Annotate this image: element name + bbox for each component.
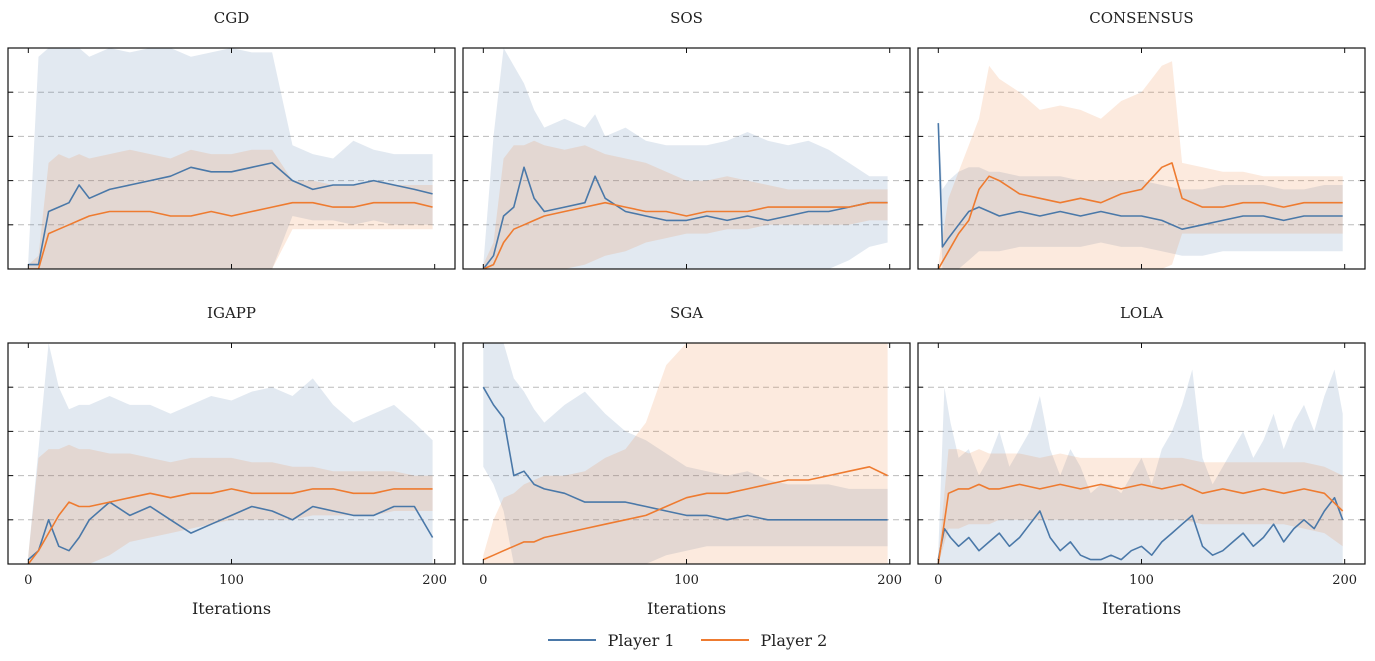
panel-lola: LOLA 0 100 200 Iterations — [917, 304, 1366, 618]
panel-title: CONSENSUS — [1089, 9, 1193, 27]
plot-area — [482, 48, 888, 269]
panel-consensus: CONSENSUS — [917, 9, 1366, 270]
x-tick-label: 200 — [422, 573, 447, 588]
series-line-player-2 — [28, 201, 433, 269]
panel-cgd: CGD — [7, 9, 456, 270]
legend-swatch-player-2 — [700, 639, 749, 641]
panel-title: LOLA — [1120, 304, 1163, 322]
legend-label-player-2: Player 2 — [760, 630, 828, 650]
plot-area — [482, 343, 888, 564]
plot-area — [27, 343, 434, 564]
plot-area — [937, 369, 1344, 564]
x-tick-label: 100 — [674, 573, 699, 588]
legend-item-player-1: Player 1 — [547, 630, 675, 650]
series-line-player-1 — [937, 496, 1344, 561]
series-line-player-2 — [937, 162, 1343, 269]
x-tick-label: 0 — [24, 573, 32, 588]
series-line-player-1 — [482, 386, 888, 521]
series-line-player-2 — [937, 483, 1344, 564]
panel-sga: SGA 0 100 200 Iterations — [462, 304, 911, 618]
panel-title: CGD — [214, 9, 250, 27]
panel-title: SOS — [670, 9, 703, 27]
x-tick-label: 0 — [479, 573, 487, 588]
series-line-player-1 — [937, 123, 1343, 248]
band-player-1 — [28, 343, 433, 564]
series-line-player-2 — [482, 201, 888, 269]
legend-label-player-1: Player 1 — [607, 630, 675, 650]
series-line-player-1 — [27, 501, 434, 561]
panel-title: IGAPP — [207, 304, 256, 322]
legend: Player 1 Player 2 — [0, 628, 1375, 652]
series-line-player-2 — [482, 466, 888, 561]
panel-sos: SOS — [462, 9, 911, 270]
x-tick-label: 0 — [934, 573, 942, 588]
band-player-1 — [483, 343, 888, 564]
x-axis-label: Iterations — [647, 599, 726, 618]
plot-area — [937, 61, 1343, 269]
band-player-2 — [28, 149, 433, 269]
band-player-1 — [938, 369, 1343, 564]
band-player-2 — [483, 343, 888, 564]
x-axis-label: Iterations — [192, 599, 271, 618]
series-line-player-1 — [482, 166, 888, 269]
x-tick-label: 200 — [877, 573, 902, 588]
x-tick-label: 100 — [219, 573, 244, 588]
series-line-player-1 — [28, 162, 433, 266]
series-line-player-2 — [27, 488, 433, 564]
plot-area — [28, 48, 433, 269]
panel-igapp: IGAPP 0 100 200 Iterations — [7, 304, 456, 618]
panel-title: SGA — [670, 304, 703, 322]
band-player-2 — [28, 444, 433, 564]
band-player-1 — [483, 48, 888, 269]
band-player-2 — [483, 140, 888, 269]
x-tick-label: 200 — [1332, 573, 1357, 588]
legend-item-player-2: Player 2 — [700, 630, 828, 650]
x-axis-label: Iterations — [1102, 599, 1181, 618]
legend-swatch-player-1 — [547, 639, 596, 641]
band-player-2 — [938, 449, 1343, 564]
band-player-1 — [28, 48, 433, 269]
band-player-1 — [938, 118, 1343, 269]
x-tick-label: 100 — [1129, 573, 1154, 588]
